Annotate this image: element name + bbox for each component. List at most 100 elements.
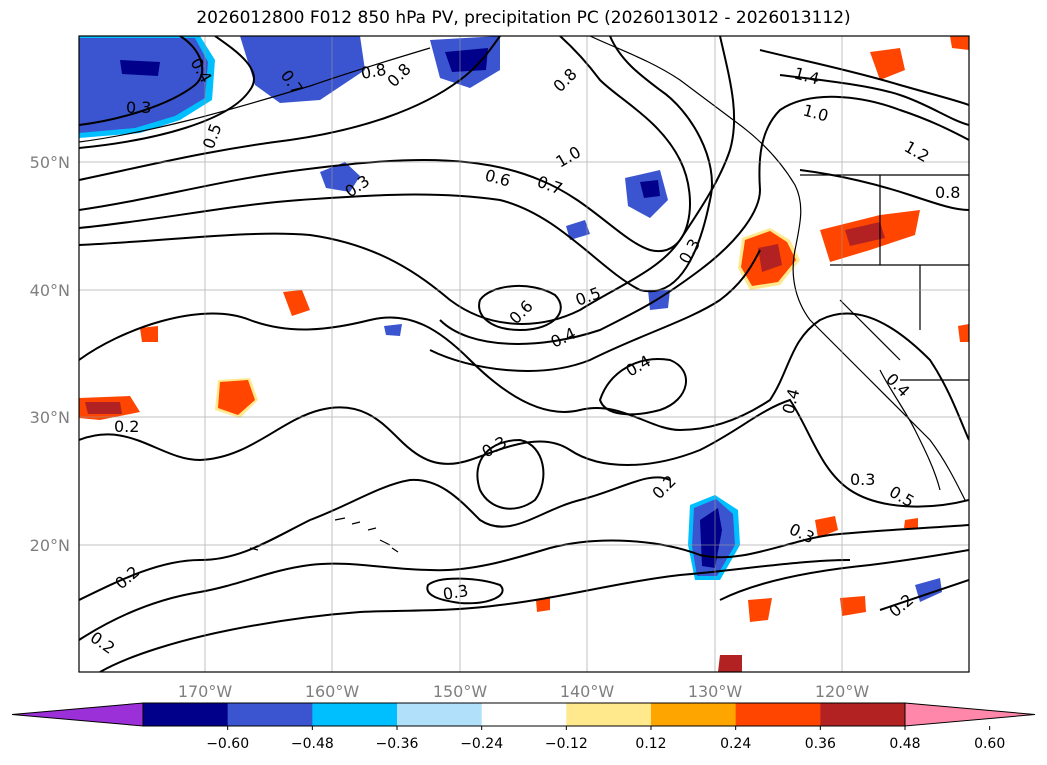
contour-label: 0.2 xyxy=(111,562,143,593)
colorbar-tick-label: 0.12 xyxy=(635,736,666,752)
contour-line xyxy=(759,49,969,106)
neg-area-135w-deep xyxy=(640,180,660,198)
colorbar-tick-label: 0.48 xyxy=(889,736,920,752)
pos-area-west-coast-max xyxy=(758,244,782,272)
contour-line xyxy=(426,577,504,605)
colorbar-cell xyxy=(651,703,737,726)
gridlines xyxy=(79,36,969,672)
contour-label: 0.2 xyxy=(114,417,139,436)
colorbar-border xyxy=(142,702,906,727)
contour-label: 0.4 xyxy=(548,324,579,352)
pos-area-174w xyxy=(140,326,158,342)
colorbar-tick-label: −0.12 xyxy=(545,736,588,752)
contour-line xyxy=(79,312,969,441)
contour-line xyxy=(779,74,969,126)
positive-precip-areas xyxy=(79,36,969,672)
contour-line xyxy=(79,476,671,601)
contour-line xyxy=(79,398,969,508)
contour-line xyxy=(79,36,256,149)
coastline-aleutians xyxy=(79,47,431,143)
contour-label: 0.2 xyxy=(885,590,917,621)
contour-line xyxy=(99,559,851,672)
lon-label: 150°W xyxy=(433,682,488,701)
pos-area-164w xyxy=(283,290,310,316)
contour-line xyxy=(79,36,691,253)
contour-label: 0.2 xyxy=(648,471,679,502)
colorbar-tick-label: −0.48 xyxy=(291,736,334,752)
colorbar-cell xyxy=(481,703,567,726)
map-frame xyxy=(78,35,970,673)
pos-area-30n-west-max xyxy=(85,402,122,414)
neg-area-130w-deep xyxy=(700,508,722,568)
lon-label: 130°W xyxy=(688,682,743,701)
contour-label: 0.8 xyxy=(359,60,387,83)
colorbar-tick-label: −0.24 xyxy=(460,736,503,752)
neg-area-north-left-deep xyxy=(120,60,160,76)
colorbar-cell xyxy=(820,703,906,726)
contour-line xyxy=(79,36,713,293)
colorbar: −0.60 −0.48 −0.36 −0.24 −0.12 0.12 0.24 0.36 0.4… xyxy=(11,702,1036,752)
hawaii-islands xyxy=(249,517,399,553)
pos-area-tropics-6 xyxy=(904,518,918,528)
pos-area-ne-2 xyxy=(950,36,969,50)
colorbar-cell xyxy=(227,703,313,726)
contour-label: 0.7 xyxy=(535,172,565,199)
contour-label: 0.8 xyxy=(935,183,960,202)
contour-label: 1.0 xyxy=(553,142,585,171)
colorbar-cell xyxy=(566,703,652,726)
state-borders xyxy=(800,174,969,381)
contour-line xyxy=(79,36,204,126)
colorbar-cell xyxy=(397,703,483,726)
lon-label: 170°W xyxy=(178,682,233,701)
contour-label: 0.5 xyxy=(573,283,603,310)
contour-line xyxy=(598,358,687,416)
pos-area-ne-1 xyxy=(870,48,905,80)
pos-area-tropics-3 xyxy=(840,596,866,616)
map-title: 2026012800 F012 850 hPa PV, precipitatio… xyxy=(196,8,851,28)
colorbar-tick-label: 0.24 xyxy=(720,736,751,752)
contour-label: 0.8 xyxy=(383,59,414,90)
pos-area-tropics-1 xyxy=(815,516,838,538)
pos-area-tropics-4 xyxy=(536,598,550,612)
negative-precip-areas xyxy=(79,36,942,602)
neg-area-160w xyxy=(320,162,360,192)
contour-label: 0.4 xyxy=(779,387,804,417)
lon-label: 160°W xyxy=(305,682,360,701)
contour-line xyxy=(439,95,969,345)
lon-label: 140°W xyxy=(560,682,615,701)
contour-label: 0.3 xyxy=(441,581,469,604)
contour-line xyxy=(429,249,761,372)
contour-label: 0.5 xyxy=(199,121,226,151)
contour-label: 1.4 xyxy=(792,64,822,89)
colorbar-tick-label: 0.36 xyxy=(805,736,836,752)
contour-line xyxy=(79,36,736,325)
neg-area-north-center xyxy=(240,36,365,103)
pos-area-964 xyxy=(958,324,969,342)
lat-label: 40°N xyxy=(30,281,70,300)
lat-label: 50°N xyxy=(30,153,70,172)
contour-line xyxy=(478,284,562,332)
lon-label: 120°W xyxy=(815,682,870,701)
neg-area-small-3 xyxy=(384,324,402,336)
colorbar-extend-max xyxy=(904,702,1036,727)
colorbar-tick-label: −0.60 xyxy=(206,736,249,752)
lat-label: 30°N xyxy=(30,408,70,427)
lat-label: 20°N xyxy=(30,536,70,555)
latitude-labels: 50°N 40°N 30°N 20°N xyxy=(30,153,70,555)
contour-label: 0.8 xyxy=(549,64,580,95)
neg-area-small-1 xyxy=(566,220,590,240)
contour-line xyxy=(476,438,545,510)
pos-area-tropics-2 xyxy=(748,598,772,622)
coastlines xyxy=(79,36,969,553)
colorbar-tick-label: 0.60 xyxy=(974,736,1005,752)
contour-labels: 0.3 0.4 0.5 0.7 0.8 0.8 0.3 0.6 0.7 1.0 … xyxy=(87,55,961,658)
neg-area-north-left-core xyxy=(79,38,208,133)
contour-label: 0.4 xyxy=(623,351,655,380)
coastline-baja xyxy=(879,369,941,491)
colorbar-tick-label: −0.36 xyxy=(376,736,419,752)
colorbar-extend-min xyxy=(11,702,144,727)
contour-line xyxy=(879,579,969,611)
colorbar-cell xyxy=(143,703,229,726)
contour-line xyxy=(79,524,969,641)
